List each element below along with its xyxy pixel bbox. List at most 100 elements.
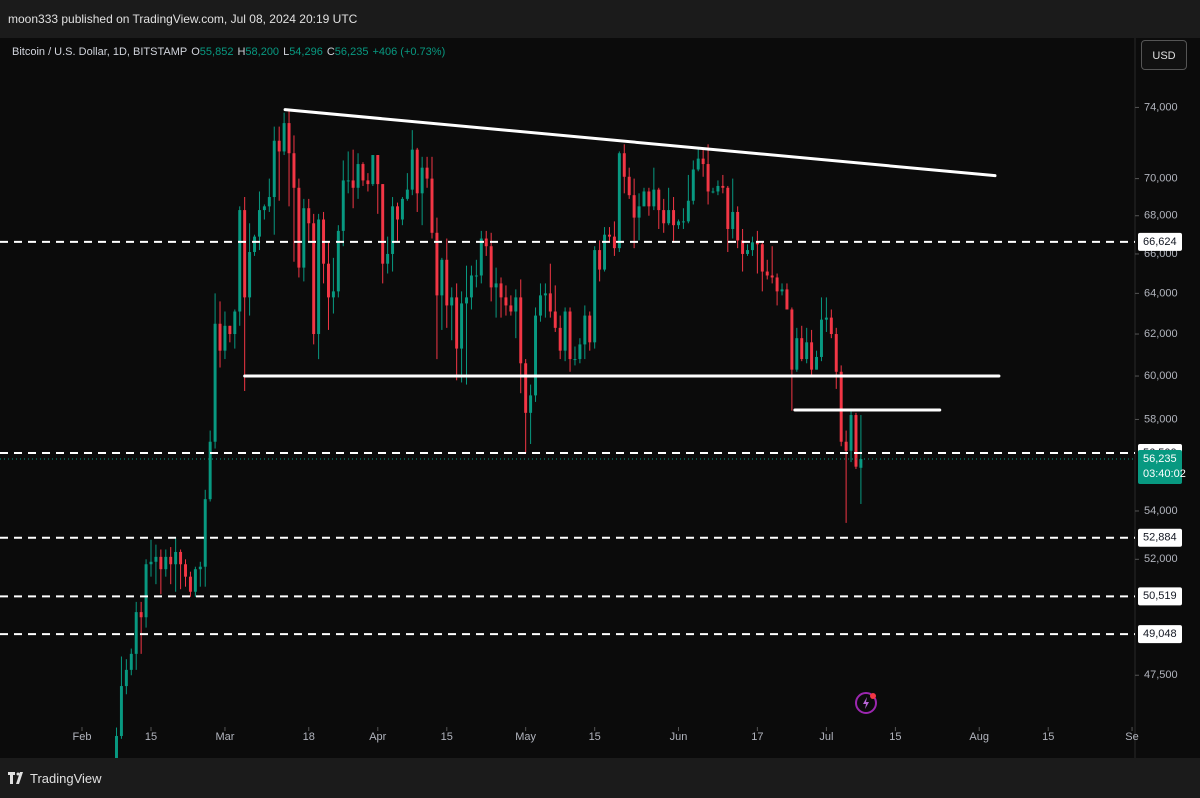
ohlc-item: L54,296 (283, 46, 323, 58)
candle-body (504, 297, 508, 306)
trend-line (283, 108, 997, 178)
candle-body (159, 556, 163, 570)
candle-body (691, 169, 695, 201)
candle-body (829, 317, 833, 335)
x-tick-label: 15 (145, 731, 157, 743)
y-tick-label: 70,000 (1144, 173, 1178, 185)
candle-body (164, 556, 168, 570)
candle-body (534, 315, 538, 396)
candle-body (716, 185, 720, 192)
level-tag (1138, 232, 1182, 251)
candle-body (839, 371, 843, 442)
candle-body (469, 275, 473, 298)
candle-body (795, 338, 799, 370)
ohlc-key: O (191, 46, 200, 58)
candle-body (741, 240, 745, 254)
candle-body (509, 305, 513, 312)
candle-body (588, 315, 592, 343)
level-label: 49,048 (1143, 628, 1177, 640)
candle-body (800, 338, 804, 360)
candle-body (356, 164, 360, 188)
candle-body (208, 441, 212, 500)
candle-body (696, 158, 700, 170)
y-tick-label: 52,000 (1144, 553, 1178, 565)
ohlc-value: 54,296 (289, 46, 323, 58)
candle-body (775, 277, 779, 292)
candle-body (780, 289, 784, 292)
candle-body (553, 311, 557, 328)
candle-body (706, 164, 710, 192)
candle-body (519, 297, 523, 364)
x-tick-label: 15 (441, 731, 453, 743)
candle-body (824, 317, 828, 320)
candle-body (336, 230, 340, 292)
candle-body (736, 211, 740, 241)
candle-body (351, 180, 355, 188)
ohlc-value: 55,852 (199, 46, 234, 58)
candle-body (386, 253, 390, 264)
y-tick-label: 66,000 (1144, 248, 1178, 260)
x-tick-label: Feb (72, 731, 91, 743)
candle-body (257, 210, 261, 237)
candle-body (538, 295, 542, 316)
x-tick-label: 17 (751, 731, 763, 743)
candle-body (573, 359, 577, 361)
candle-body (415, 149, 419, 194)
candle-body (529, 395, 533, 413)
candle-body (188, 576, 192, 592)
candle-body (228, 325, 232, 335)
y-tick-label: 54,000 (1144, 505, 1178, 517)
candle-body (297, 187, 301, 268)
candle-body (302, 208, 306, 268)
candle-body (622, 153, 626, 177)
alert-icon (855, 692, 877, 714)
legend: Bitcoin / U.S. Dollar, 1D, BITSTAMP O55,… (12, 46, 445, 58)
y-tick-label: 74,000 (1144, 101, 1178, 113)
price-axis-background (1135, 38, 1200, 758)
y-tick-label: 68,000 (1144, 210, 1178, 222)
candle-body (425, 167, 429, 179)
candle-body (396, 206, 399, 220)
candle-body (617, 153, 621, 249)
candle-body (115, 735, 118, 758)
candle-body (169, 556, 173, 565)
candle-body (514, 297, 518, 312)
candle-body (672, 210, 676, 226)
x-tick-label: Apr (369, 731, 386, 743)
candle-body (583, 315, 587, 345)
candle-body (632, 195, 636, 218)
candle-body (450, 297, 454, 306)
candle-body (326, 263, 330, 298)
candle-body (287, 123, 291, 154)
candle-body (134, 612, 138, 654)
level-tag (1138, 625, 1182, 644)
x-tick-label: Jun (670, 731, 688, 743)
candle-body (746, 250, 749, 254)
level-label: 52,884 (1143, 532, 1177, 544)
candle-body (341, 180, 345, 231)
candle-body (489, 246, 493, 288)
candle-body (563, 311, 567, 351)
candle-body (203, 499, 207, 567)
candle-body (154, 556, 158, 562)
candle-body (346, 180, 350, 182)
candle-body (479, 238, 483, 276)
candle-body (612, 236, 616, 249)
candle-body (465, 297, 468, 304)
x-tick-label: Aug (969, 731, 989, 743)
ohlc-key: C (326, 46, 335, 58)
candle-body (750, 242, 754, 251)
currency-button[interactable]: USD (1141, 40, 1187, 70)
footer: TradingView (0, 758, 1200, 798)
candle-body (420, 167, 424, 194)
candle-body (139, 612, 143, 618)
y-tick-label: 58,000 (1144, 413, 1178, 425)
candle-body (391, 206, 395, 254)
candle-body (834, 334, 838, 372)
candle-body (223, 325, 227, 351)
candle-body (568, 311, 572, 360)
candle-body (701, 158, 705, 165)
chart: 47,500 52,000 54,000 58,000 60,000 62,000 64,0… (0, 38, 1200, 758)
change: +406 (+0.73%) (372, 46, 446, 58)
ohlc-item: H58,200 (237, 46, 279, 58)
